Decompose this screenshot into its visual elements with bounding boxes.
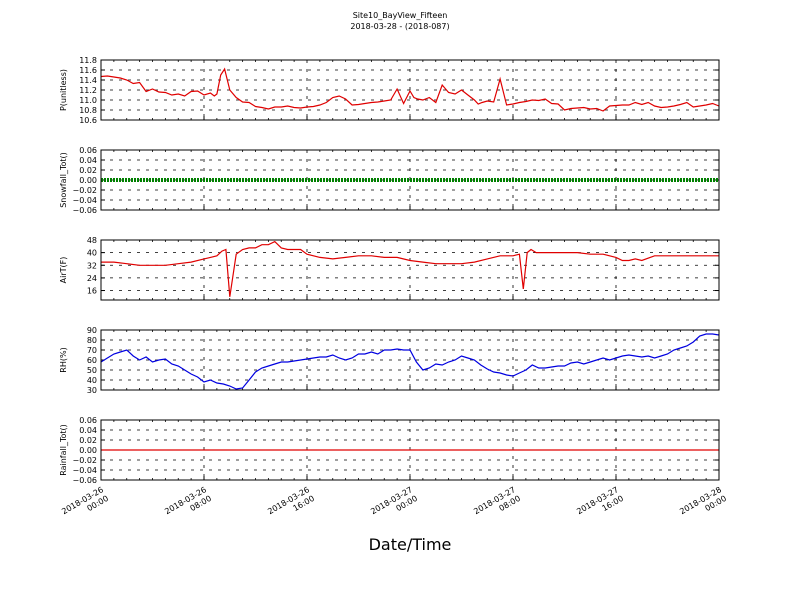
x-tick-label: 2018-03-2700:00 xyxy=(369,485,419,525)
y-tick-label: 32 xyxy=(87,261,97,270)
y-tick-label: 11.0 xyxy=(79,96,97,105)
plot-frame xyxy=(100,419,720,481)
y-tick-label: −0.04 xyxy=(72,466,97,475)
y-axis-title: RH(%) xyxy=(59,347,68,372)
y-axis-title: AirT(F) xyxy=(59,257,68,284)
y-tick-label: 11.2 xyxy=(79,86,97,95)
y-tick-label: 0.00 xyxy=(79,446,97,455)
x-tick-label: 2018-03-2600:00 xyxy=(60,485,110,525)
y-axis-title: Snowfall_Tot() xyxy=(59,152,68,208)
panel-3: 16 24 32 40 48 AirT(F) xyxy=(59,236,720,301)
y-tick-label: 10.6 xyxy=(79,116,97,125)
chart-title: Site10_BayView_Fifteen xyxy=(353,11,448,20)
x-tick-label: 2018-03-2800:00 xyxy=(678,485,728,525)
series-line-1 xyxy=(100,67,720,112)
plot-frame xyxy=(100,239,720,301)
y-tick-label: 30 xyxy=(87,386,97,395)
y-tick-label: 0.06 xyxy=(79,146,97,155)
y-tick-label: 24 xyxy=(87,274,97,283)
plot-frame xyxy=(100,59,720,121)
y-tick-label: 40 xyxy=(87,376,97,385)
series-line-4 xyxy=(100,333,720,390)
y-tick-label: 0.04 xyxy=(79,426,97,435)
y-tick-label: 0.04 xyxy=(79,156,97,165)
y-tick-label: −0.02 xyxy=(72,456,97,465)
panel-5: −0.06−0.04−0.020.000.020.040.06 Rainfall_… xyxy=(59,416,720,485)
y-tick-label: 80 xyxy=(87,336,97,345)
x-tick-label: 2018-03-2616:00 xyxy=(266,485,316,525)
x-tick-label: 2018-03-2608:00 xyxy=(163,485,213,525)
y-tick-label: 0.06 xyxy=(79,416,97,425)
y-tick-label: −0.02 xyxy=(72,186,97,195)
y-tick-label: 0.02 xyxy=(79,166,97,175)
y-tick-label: 48 xyxy=(87,236,97,245)
plot-frame xyxy=(100,329,720,391)
x-axis-title: Date/Time xyxy=(369,535,452,554)
y-tick-label: −0.04 xyxy=(72,196,97,205)
y-tick-label: 11.4 xyxy=(79,76,97,85)
y-tick-label: −0.06 xyxy=(72,206,97,215)
y-tick-label: 11.8 xyxy=(79,56,97,65)
y-tick-label: 70 xyxy=(87,346,97,355)
y-tick-label: 0.00 xyxy=(79,176,97,185)
x-tick-label: 2018-03-2708:00 xyxy=(472,485,522,525)
y-tick-label: 60 xyxy=(87,356,97,365)
y-tick-label: 90 xyxy=(87,326,97,335)
y-tick-label: 10.8 xyxy=(79,106,97,115)
y-tick-label: 50 xyxy=(87,366,97,375)
y-tick-label: 40 xyxy=(87,249,97,258)
y-tick-label: −0.06 xyxy=(72,476,97,485)
chart-subtitle: 2018-03-28 - (2018-087) xyxy=(350,22,449,31)
x-tick-label: 2018-03-2716:00 xyxy=(575,485,625,525)
y-tick-label: 11.6 xyxy=(79,66,97,75)
plot-frame xyxy=(100,149,720,211)
panel-2: −0.06−0.04−0.020.000.020.040.06 Snowfall_… xyxy=(59,146,720,215)
y-tick-label: 0.02 xyxy=(79,436,97,445)
panel-1: 10.610.811.011.211.411.611.8 P(unitless) xyxy=(59,56,720,125)
y-tick-label: 16 xyxy=(87,287,97,296)
y-axis-title: Rainfall_Tot() xyxy=(59,424,68,476)
series-line-3 xyxy=(101,240,719,297)
y-axis-title: P(unitless) xyxy=(59,69,68,111)
